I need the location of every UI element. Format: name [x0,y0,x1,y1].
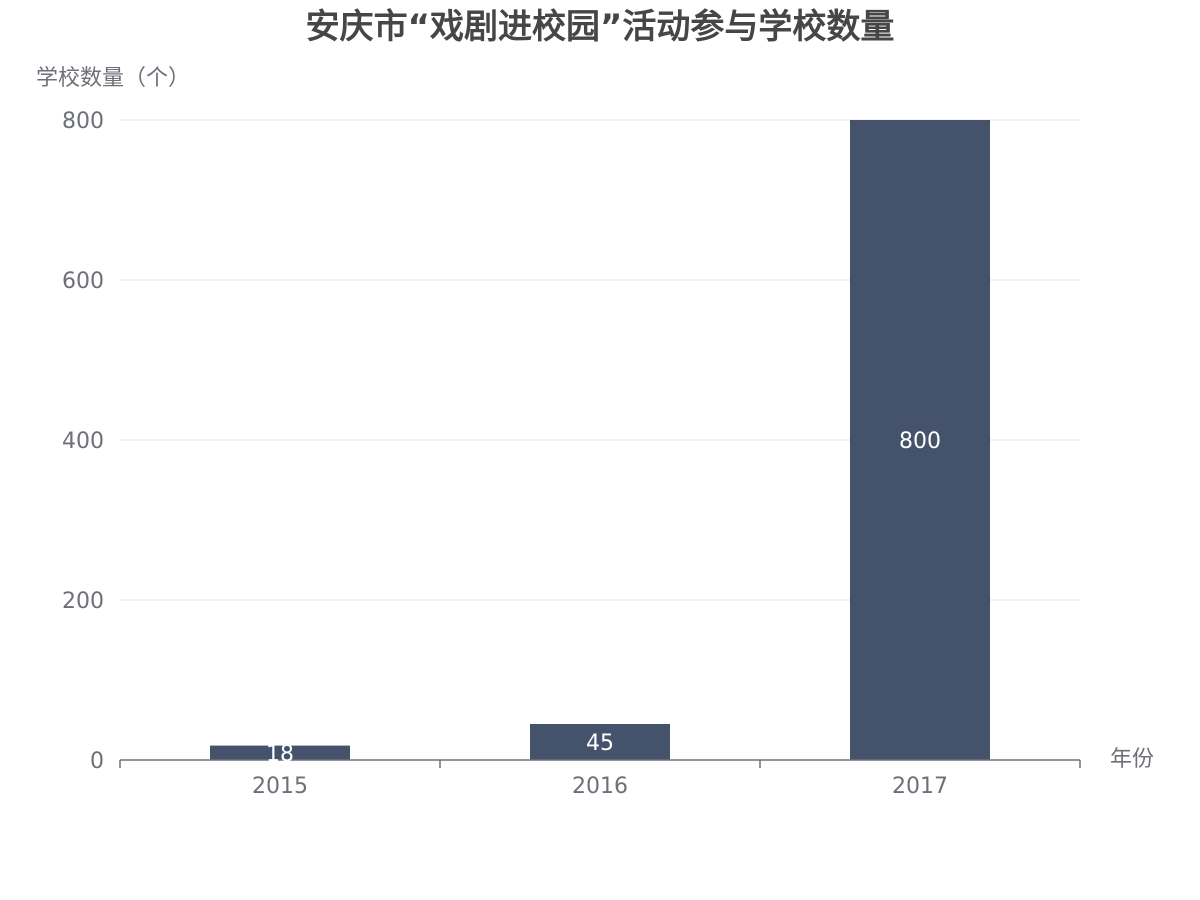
data-label-2016: 45 [586,731,614,756]
y-tick-label: 600 [62,269,104,294]
bar-2015 [210,745,350,760]
data-label-2015: 18 [266,742,294,767]
y-tick-label: 400 [62,429,104,454]
x-tick-label: 2017 [892,774,948,799]
x-axis-label: 年份 [1110,747,1154,772]
x-tick-label: 2015 [252,774,308,799]
y-tick-label: 200 [62,589,104,614]
bar-2017 [850,120,990,760]
y-tick-label: 0 [90,749,104,774]
x-tick-label: 2016 [572,774,628,799]
data-label-2017: 800 [899,429,941,454]
bar-2016 [530,724,670,760]
y-axis-label: 学校数量（个） [36,66,190,91]
x-axis [119,759,1081,768]
chart-title: 安庆市“戏剧进校园”活动参与学校数量 [306,7,895,47]
labels: 0 200 400 600 800 18 45 800 2015 2016 2017 [62,109,948,799]
y-tick-label: 800 [62,109,104,134]
bars [210,120,990,760]
